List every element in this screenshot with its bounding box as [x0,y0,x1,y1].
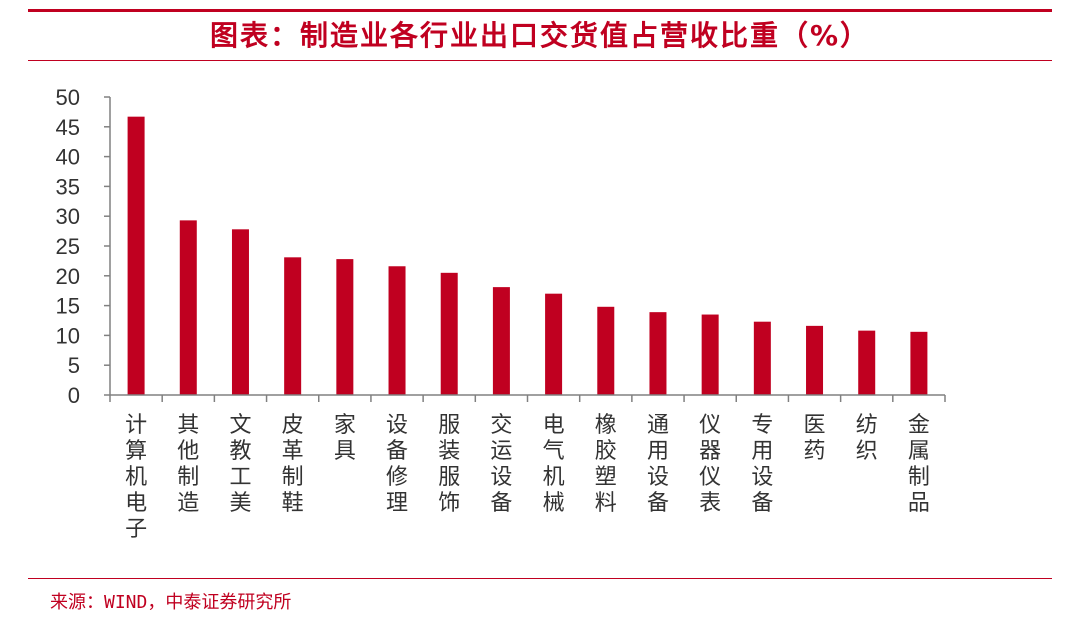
x-tick-label: 家具 [334,413,356,464]
x-tick-label: 皮革制鞋 [282,413,304,516]
x-tick-label: 文教工美 [229,413,251,516]
x-tick-label: 橡胶塑料 [595,413,617,516]
source-rule [28,578,1052,579]
title-rule [28,60,1052,61]
bar [753,321,771,395]
y-tick-label: 25 [56,234,80,259]
y-tick-label: 20 [56,264,80,289]
bar [492,287,510,395]
y-tick-label: 0 [68,383,80,408]
x-tick-label: 服装服饰 [438,413,460,516]
bar [858,330,876,395]
x-tick-label: 金属制品 [908,413,930,516]
bars [127,116,928,395]
bar [597,306,615,395]
bar [910,331,928,395]
bar [336,259,354,395]
x-tick-label: 电气机械 [543,413,565,516]
x-tick-label: 通用设备 [647,413,669,516]
y-tick-label: 30 [56,204,80,229]
bar [284,257,302,395]
y-tick-label: 40 [56,145,80,170]
x-tick-label: 专用设备 [751,413,773,516]
x-tick-label: 纺织 [856,413,878,464]
bar [701,314,719,395]
bar [806,325,824,395]
y-tick-label: 5 [68,353,80,378]
x-tick-label: 医药 [804,413,826,464]
bar [440,272,458,395]
x-tick-label: 其他制造 [177,413,199,516]
x-tick-label: 交运设备 [490,413,512,516]
bar [231,229,249,395]
chart-title: 图表：制造业各行业出口交货值占营收比重（%） [209,19,871,52]
y-tick-label: 35 [56,174,80,199]
y-axis: 0 5 10 15 20 25 30 35 40 45 50 [56,85,111,408]
x-tick-label: 仪器仪表 [699,413,721,516]
y-tick-label: 45 [56,115,80,140]
bar [388,266,406,395]
x-tick-label: 设备修理 [386,413,408,516]
source-note: 来源：WIND，中泰证券研究所 [50,592,292,613]
bar [127,116,145,395]
bar [545,293,563,395]
x-tick-label: 计算机电子 [125,413,147,542]
y-tick-label: 15 [56,294,80,319]
bar [179,220,197,395]
y-tick-label: 10 [56,323,80,348]
y-tick-label: 50 [56,85,80,110]
bar [649,312,667,395]
top-rule [28,9,1052,12]
x-axis: 计算机电子 其他制造 文教工美 皮革制鞋 家具 设备修理 服装服饰 交运设备 电气机械 橡胶塑料 通… [109,394,946,542]
